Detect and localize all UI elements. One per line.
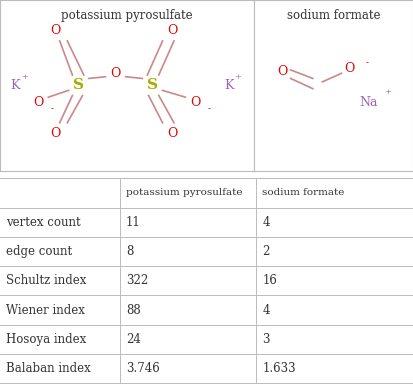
- Text: Hosoya index: Hosoya index: [6, 333, 86, 346]
- Text: O: O: [33, 96, 43, 109]
- Text: Wiener index: Wiener index: [6, 303, 85, 317]
- Text: potassium pyrosulfate: potassium pyrosulfate: [61, 9, 193, 22]
- Text: O: O: [190, 96, 201, 109]
- Text: K: K: [224, 79, 233, 92]
- Text: 4: 4: [262, 216, 270, 229]
- Text: S: S: [147, 78, 158, 92]
- Text: O: O: [168, 24, 178, 37]
- Text: O: O: [51, 127, 61, 140]
- Text: -: -: [208, 105, 211, 114]
- Text: 8: 8: [126, 245, 133, 258]
- Text: 322: 322: [126, 274, 148, 287]
- Text: Schultz index: Schultz index: [6, 274, 87, 287]
- Text: S: S: [73, 78, 84, 92]
- Text: +: +: [21, 73, 28, 81]
- Text: K: K: [10, 79, 20, 92]
- Text: -: -: [366, 58, 368, 67]
- Text: O: O: [51, 24, 61, 37]
- Text: 88: 88: [126, 303, 141, 317]
- Text: O: O: [110, 67, 121, 80]
- Text: sodium formate: sodium formate: [287, 9, 380, 22]
- Text: edge count: edge count: [6, 245, 72, 258]
- Text: O: O: [344, 62, 355, 75]
- Text: O: O: [278, 65, 288, 78]
- Text: 11: 11: [126, 216, 141, 229]
- Text: vertex count: vertex count: [6, 216, 81, 229]
- Text: Na: Na: [359, 96, 378, 109]
- Text: 3.746: 3.746: [126, 362, 160, 375]
- Text: O: O: [168, 127, 178, 140]
- Text: 24: 24: [126, 333, 141, 346]
- Text: 1.633: 1.633: [262, 362, 296, 375]
- Text: 2: 2: [262, 245, 270, 258]
- Text: potassium pyrosulfate: potassium pyrosulfate: [126, 189, 242, 198]
- Text: Balaban index: Balaban index: [6, 362, 91, 375]
- Text: +: +: [234, 73, 241, 81]
- Text: 16: 16: [262, 274, 277, 287]
- Text: 3: 3: [262, 333, 270, 346]
- Text: sodium formate: sodium formate: [262, 189, 344, 198]
- Text: -: -: [50, 105, 54, 114]
- Text: +: +: [384, 88, 391, 96]
- Text: 4: 4: [262, 303, 270, 317]
